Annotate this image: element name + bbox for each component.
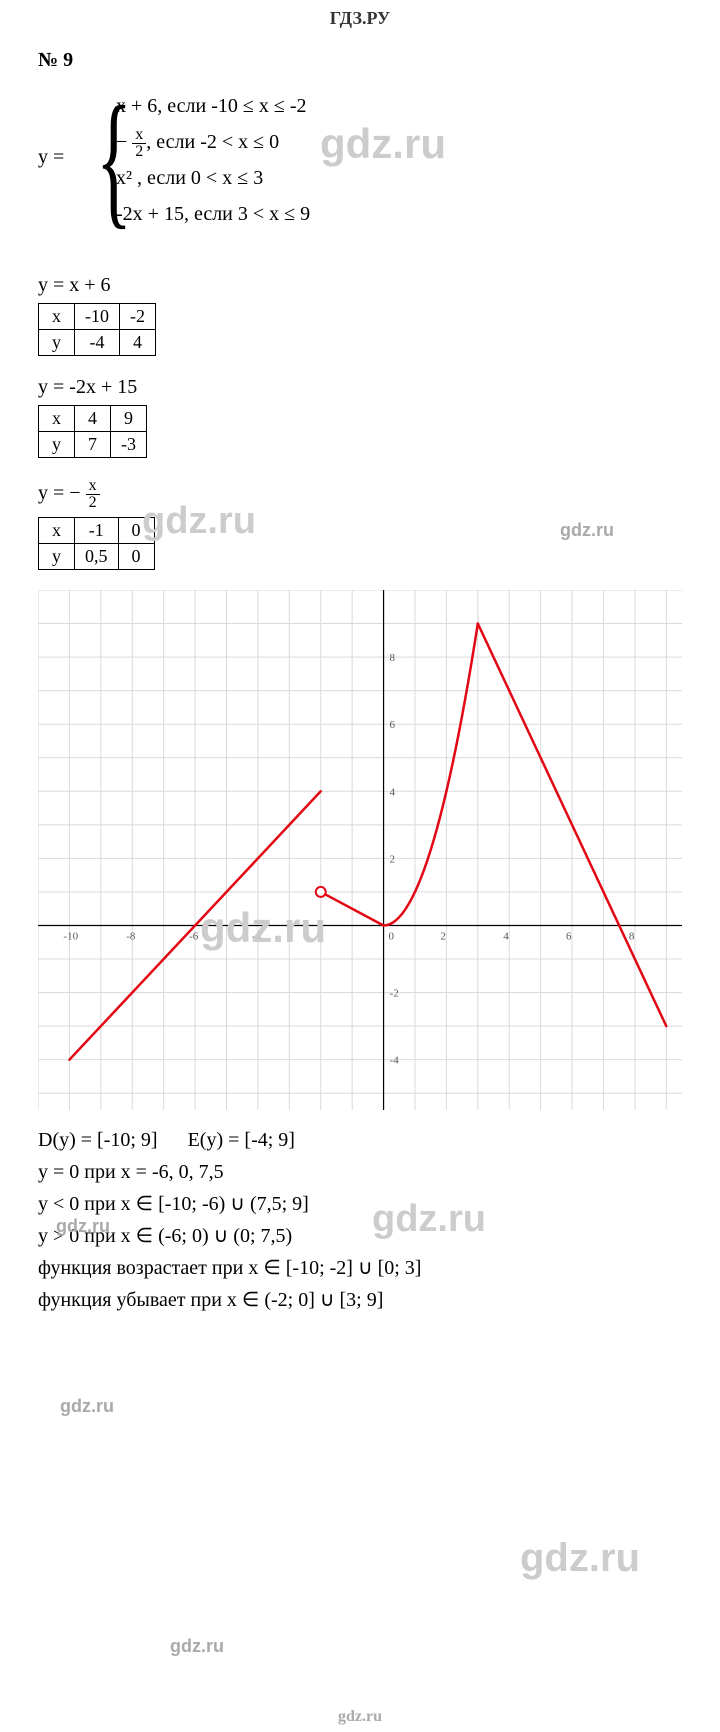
piecewise-definition: y = { x + 6, если -10 ≤ x ≤ -2− x2, если… <box>38 84 682 234</box>
chart-svg: -10 -8 -6 -4 -2 2 4 6 8 -4 -2 2 4 6 8 0 <box>38 590 682 1110</box>
svg-text:4: 4 <box>503 930 509 942</box>
svg-text:-4: -4 <box>252 930 262 942</box>
svg-text:0: 0 <box>389 930 395 942</box>
case-line: − x2, если -2 < x ≤ 0 <box>116 124 310 160</box>
tables-zone: y = x + 6x-10-2y-44y = -2x + 15x49y7-3y … <box>38 274 682 570</box>
table-cell: y <box>39 544 75 570</box>
analysis-positive: y > 0 при x ∈ (-6; 0) ∪ (0; 7,5) <box>38 1220 682 1252</box>
svg-text:6: 6 <box>390 719 396 731</box>
table-cell: x <box>39 518 75 544</box>
svg-text:2: 2 <box>440 930 446 942</box>
analysis-decreasing: функция убывает при x ∈ (-2; 0] ∪ [3; 9] <box>38 1284 682 1316</box>
svg-text:8: 8 <box>390 652 396 664</box>
main-content: № 9 y = { x + 6, если -10 ≤ x ≤ -2− x2, … <box>0 29 720 1316</box>
case-line: x + 6, если -10 ≤ x ≤ -2 <box>116 88 310 124</box>
table-cell: -4 <box>75 330 120 356</box>
table-equation: y = -2x + 15 <box>38 376 682 399</box>
svg-text:-8: -8 <box>126 930 136 942</box>
table-cell: -2 <box>120 304 156 330</box>
table-cell: x <box>39 304 75 330</box>
watermark: gdz.ru <box>520 1536 640 1581</box>
piecewise-cases: x + 6, если -10 ≤ x ≤ -2− x2, если -2 < … <box>116 88 310 232</box>
watermark: gdz.ru <box>170 1636 224 1657</box>
svg-text:-4: -4 <box>390 1055 400 1067</box>
table-cell: 4 <box>75 406 111 432</box>
svg-text:2: 2 <box>390 853 396 865</box>
table-cell: 0 <box>118 518 154 544</box>
table-cell: -10 <box>75 304 120 330</box>
table-equation: y = − x2 <box>38 478 682 511</box>
table-cell: -3 <box>111 432 147 458</box>
analysis-negative: y < 0 при x ∈ [-10; -6) ∪ (7,5; 9] <box>38 1188 682 1220</box>
value-table: x49 y7-3 <box>38 405 147 458</box>
range-text: E(y) = [-4; 9] <box>188 1129 295 1151</box>
svg-text:-2: -2 <box>390 988 399 1000</box>
svg-text:-6: -6 <box>189 930 199 942</box>
piecewise-lhs: y = <box>38 146 64 169</box>
value-table: x-10 y0,50 <box>38 517 155 570</box>
svg-text:-10: -10 <box>63 930 78 942</box>
svg-text:8: 8 <box>629 930 635 942</box>
svg-text:4: 4 <box>390 786 396 798</box>
svg-text:-2: -2 <box>315 930 324 942</box>
watermark: gdz.ru <box>60 1396 114 1417</box>
table-cell: 0,5 <box>75 544 119 570</box>
header-logo: ГДЗ.РУ <box>0 0 720 29</box>
problem-number: № 9 <box>38 49 682 72</box>
table-cell: 7 <box>75 432 111 458</box>
chart: -10 -8 -6 -4 -2 2 4 6 8 -4 -2 2 4 6 8 0 <box>38 590 682 1110</box>
analysis-domain-range: D(y) = [-10; 9] E(y) = [-4; 9] <box>38 1124 682 1156</box>
footer-logo: gdz.ru <box>0 1708 720 1726</box>
svg-text:6: 6 <box>566 930 572 942</box>
case-line: x² , если 0 < x ≤ 3 <box>116 160 310 196</box>
domain-text: D(y) = [-10; 9] <box>38 1129 158 1151</box>
table-cell: y <box>39 432 75 458</box>
table-cell: y <box>39 330 75 356</box>
table-cell: 9 <box>111 406 147 432</box>
table-cell: 4 <box>120 330 156 356</box>
case-line: -2x + 15, если 3 < x ≤ 9 <box>116 196 310 232</box>
analysis-zeros: y = 0 при x = -6, 0, 7,5 <box>38 1156 682 1188</box>
analysis-increasing: функция возрастает при x ∈ [-10; -2] ∪ [… <box>38 1252 682 1284</box>
value-table: x-10-2 y-44 <box>38 303 156 356</box>
table-equation: y = x + 6 <box>38 274 682 297</box>
table-cell: x <box>39 406 75 432</box>
table-cell: -1 <box>75 518 119 544</box>
analysis: D(y) = [-10; 9] E(y) = [-4; 9] y = 0 при… <box>38 1124 682 1316</box>
table-cell: 0 <box>118 544 154 570</box>
